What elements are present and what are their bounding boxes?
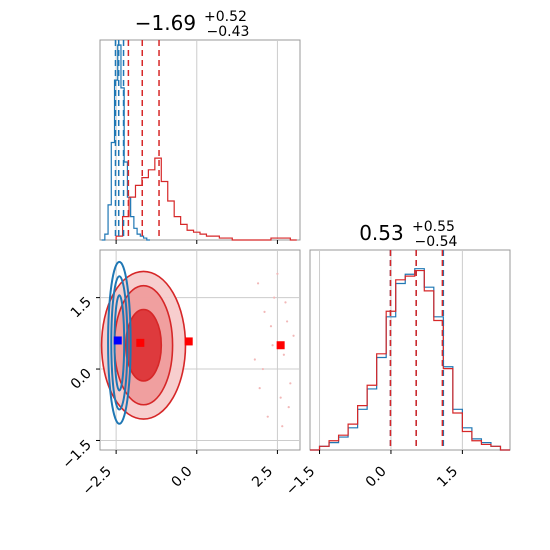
scatter-point-8 [292,334,295,337]
scatter-point-14 [258,386,261,390]
scatter-point-9 [266,415,269,418]
marginal-hist-2-xtick-label-1: 0.0 [363,464,390,491]
scatter-point-16 [261,367,265,371]
marginal-hist-2-xtick-label-2: 1.5 [434,464,461,491]
joint-xtick-label-2: 2.5 [249,464,276,491]
marker-square-3 [276,341,285,350]
joint-xtick-label-1: 0.0 [169,464,196,491]
blue-contour-1 [110,275,129,411]
title-2-sup: +0.55 [412,219,455,235]
joint-contour-panel: −2.5 0.0 2.5 −1.5 0.0 1.5 [59,249,301,499]
marginal-hist-2-quantile-lines [389,250,445,450]
marker-square-2 [184,337,193,346]
joint-ytick-label-2: 1.5 [68,294,95,321]
marginal-hist-1-series-1 [115,157,297,241]
marginal-hist-2-title: 0.53 +0.55 −0.54 [359,216,460,250]
scatter-point-6 [285,320,289,323]
joint-ytick-label-1: 0.0 [68,366,95,393]
marginal-hist-1-quantile-lines [114,40,160,240]
scatter-point-1 [263,310,266,314]
scatter-point-11 [253,358,256,361]
scatter-point-12 [287,406,290,409]
marginal-hist-1-grid [115,40,278,240]
scatter-point-5 [282,353,285,356]
title-1-value: −1.69 [135,11,196,35]
scatter-point-4 [279,396,282,399]
marginal-hist-2-ticks: −1.5 0.0 1.5 [283,450,463,499]
marker-square-0 [113,336,122,345]
scatter-point-7 [289,382,292,385]
marginal-hist-2-series-0 [310,268,510,451]
marginal-hist-2-frame [309,249,511,451]
marginal-hist-1-series-0 [101,44,150,241]
joint-panel-markers [113,336,285,350]
marginal-hist-1-ticks [115,240,278,244]
joint-ytick-label-0: −1.5 [59,437,94,472]
scatter-point-0 [256,282,260,285]
joint-xtick-label-0: −2.5 [80,464,115,499]
scatter-point-2 [269,325,273,328]
marginal-hist-1: −1.69 +0.52 −0.43 [99,6,301,244]
marginal-hist-1-frame [99,39,301,241]
marker-square-1 [136,338,145,347]
title-1-sup: +0.52 [204,9,247,25]
blue-contour-2 [107,260,132,425]
marginal-hist-2-xtick-label-0: −1.5 [283,464,318,499]
marginal-hist-1-title: −1.69 +0.52 −0.43 [135,6,252,40]
scatter-point-3 [273,296,276,299]
scatter-point-17 [281,425,284,428]
marginal-hist-1-steps [101,44,297,241]
joint-panel-frame [99,249,301,451]
marginal-hist-2-series-1 [310,269,510,451]
scatter-point-13 [271,344,274,347]
joint-panel-scatter-points [253,272,295,428]
title-1-sub: −0.43 [207,24,250,40]
scatter-point-15 [284,301,287,304]
marginal-hist-2-steps [310,268,510,451]
marginal-hist-2: −1.5 0.0 1.5 0.53 +0.55 −0.54 [283,216,511,499]
title-2-value: 0.53 [359,221,404,245]
title-2-sub: −0.54 [415,234,458,250]
scatter-point-10 [276,272,279,275]
